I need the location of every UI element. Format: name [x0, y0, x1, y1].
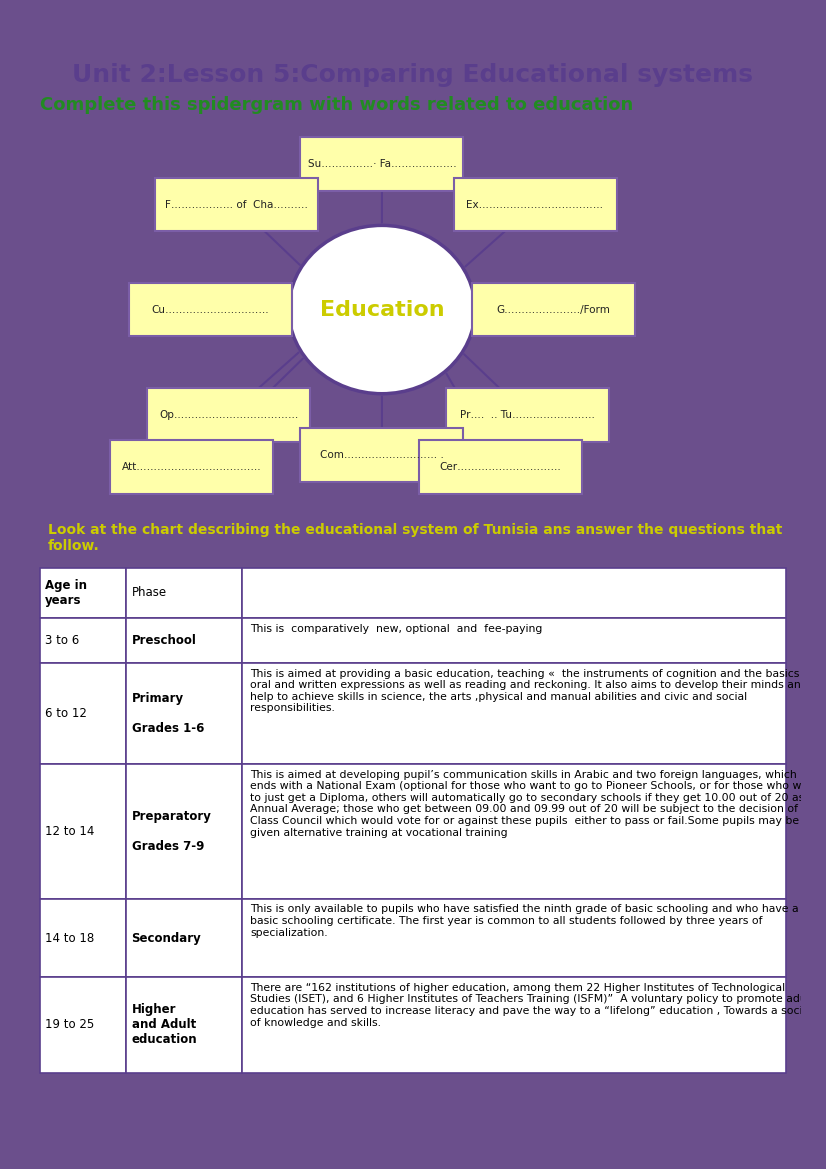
Text: 12 to 14: 12 to 14 — [45, 825, 94, 838]
FancyBboxPatch shape — [420, 441, 582, 494]
Text: Ex………………………………: Ex……………………………… — [467, 200, 604, 209]
Bar — [242, 765, 786, 899]
Text: 19 to 25: 19 to 25 — [45, 1018, 94, 1031]
Bar — [126, 977, 242, 1073]
FancyBboxPatch shape — [301, 137, 463, 191]
Text: G…………………./Form: G…………………./Form — [496, 305, 610, 314]
Text: F……………… of  Cha……….: F……………… of Cha………. — [165, 200, 308, 209]
Bar — [242, 663, 786, 765]
Bar — [40, 977, 126, 1073]
Bar — [40, 765, 126, 899]
FancyBboxPatch shape — [472, 283, 635, 337]
Text: 3 to 6: 3 to 6 — [45, 634, 78, 648]
Bar — [40, 899, 126, 977]
Bar — [126, 765, 242, 899]
Text: Cu…………………………: Cu………………………… — [151, 305, 269, 314]
Text: Cer…………………………: Cer………………………… — [439, 462, 562, 472]
Text: Unit 2:Lesson 5:Comparing Educational systems: Unit 2:Lesson 5:Comparing Educational sy… — [73, 63, 753, 87]
Bar — [40, 568, 126, 618]
Text: Higher
and Adult
education: Higher and Adult education — [131, 1003, 197, 1046]
Bar — [126, 568, 242, 618]
Text: There are “162 institutions of higher education, among them 22 Higher Institutes: There are “162 institutions of higher ed… — [250, 983, 820, 1028]
Text: Primary

Grades 1-6: Primary Grades 1-6 — [131, 692, 204, 735]
FancyBboxPatch shape — [453, 178, 616, 231]
Bar — [242, 977, 786, 1073]
Text: Phase: Phase — [131, 587, 167, 600]
Bar — [242, 618, 786, 663]
Text: This is aimed at providing a basic education, teaching «  the instruments of cog: This is aimed at providing a basic educa… — [250, 669, 813, 713]
FancyBboxPatch shape — [147, 388, 311, 442]
Bar — [242, 568, 786, 618]
Bar — [242, 899, 786, 977]
Text: Age in
years: Age in years — [45, 579, 87, 607]
Text: 14 to 18: 14 to 18 — [45, 932, 94, 945]
Text: Pr….  .. Tu……………………: Pr…. .. Tu…………………… — [459, 409, 595, 420]
Bar — [126, 899, 242, 977]
Text: Education: Education — [320, 299, 444, 319]
Text: Secondary: Secondary — [131, 932, 202, 945]
Text: Preschool: Preschool — [131, 634, 197, 648]
FancyBboxPatch shape — [445, 388, 609, 442]
Bar — [126, 618, 242, 663]
FancyBboxPatch shape — [129, 283, 292, 337]
Bar — [40, 663, 126, 765]
FancyBboxPatch shape — [301, 428, 463, 482]
Bar — [126, 663, 242, 765]
Text: Com……………………… .: Com……………………… . — [320, 450, 444, 459]
Text: Op………………………………: Op……………………………… — [159, 409, 298, 420]
Text: 6 to 12: 6 to 12 — [45, 707, 87, 720]
Text: Complete this spidergram with words related to education: Complete this spidergram with words rela… — [40, 96, 634, 115]
FancyBboxPatch shape — [111, 441, 273, 494]
Text: Preparatory

Grades 7-9: Preparatory Grades 7-9 — [131, 810, 211, 853]
Ellipse shape — [289, 226, 475, 394]
Text: Att………………………………: Att……………………………… — [122, 462, 262, 472]
Text: This is only available to pupils who have satisfied the ninth grade of basic sch: This is only available to pupils who hav… — [250, 905, 799, 938]
Text: Look at the chart describing the educational system of Tunisia ans answer the qu: Look at the chart describing the educati… — [48, 523, 782, 553]
Text: This is aimed at developing pupil’s communication skills in Arabic and two forei: This is aimed at developing pupil’s comm… — [250, 769, 822, 838]
FancyBboxPatch shape — [155, 178, 318, 231]
Bar — [40, 618, 126, 663]
Text: This is  comparatively  new, optional  and  fee-paying: This is comparatively new, optional and … — [250, 624, 543, 634]
Text: Su……………· Fa……………….: Su……………· Fa………………. — [307, 159, 456, 170]
